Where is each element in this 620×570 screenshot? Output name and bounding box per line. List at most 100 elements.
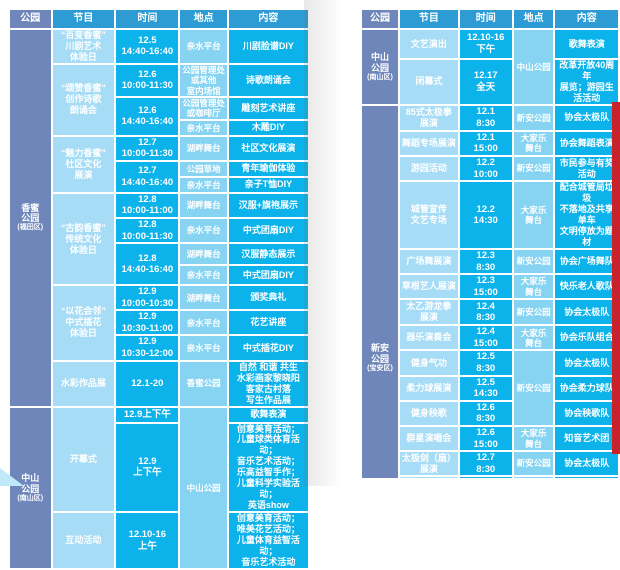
cell-time: 12.6 15:00 (457, 424, 514, 453)
cell-time: 12.7 8:30 (457, 450, 514, 478)
cell-program: 棋牌比赛 (398, 475, 460, 478)
header-program: 节目 (398, 8, 460, 30)
cell-time: 12.7 10:00 (457, 475, 514, 478)
cell-park: 香蜜 公园 (福田区) (8, 28, 53, 408)
cell-content: 协会秧歌队 (553, 399, 620, 427)
cell-program: 互动活动 (50, 511, 117, 570)
park-district-label: (南山区) (17, 494, 44, 502)
cell-program: 游园活动 (398, 155, 460, 183)
cell-location: 亲水平台 (178, 118, 229, 137)
cell-time: 12.6 8:30 (457, 399, 514, 427)
cell-location: 新安公园 (511, 247, 556, 276)
cell-location: 香蜜公园 (178, 359, 229, 408)
schedule-table-right: 公园 节目 时间 地点 内容 中山 公园 (南山区) 文艺演出 12.10-16 下午 中山公园歌… (360, 8, 620, 478)
cell-location: 中山公园 (511, 28, 556, 106)
cell-location: 中山公园 (178, 405, 229, 570)
header-location: 地点 (511, 8, 556, 30)
cell-time: 12.1 8:30 (457, 103, 514, 132)
cell-content: 汉服+旗袍展示 (226, 191, 311, 220)
cell-time: 12.9 10:00-10:30 (114, 284, 181, 312)
cell-content: 协会太极队 (553, 349, 620, 377)
cell-program: 群星演唱会 (398, 424, 460, 453)
cell-time: 12.4 8:30 (457, 298, 514, 327)
cell-content: 中式团扇DIY (226, 264, 311, 287)
cell-content: 协会太极队 (553, 103, 620, 132)
cell-time: 12.5 8:30 (457, 349, 514, 377)
park-district-label: (福田区) (17, 224, 44, 232)
cell-time: 12.6 14:40-16:40 (114, 95, 181, 137)
cell-content: 改革开放40周年 展览；游园生活活动 (553, 58, 620, 106)
cell-program: 器乐演奏会 (398, 324, 460, 352)
cell-content: 配合城管局垃圾 不落地及共享单车 文明停放为题材 (553, 180, 620, 250)
cell-program: 城管宣传 文艺专场 (398, 180, 460, 250)
cell-content: 中式团扇DIY (226, 217, 311, 245)
cell-time: 12.6 10:00-11:30 (114, 62, 181, 98)
cell-location: 湖畔舞台 (178, 284, 229, 312)
cell-program: 健身秧歌 (398, 399, 460, 427)
cell-location: 湖畔舞台 (178, 191, 229, 220)
cell-time: 12.4 15:00 (457, 324, 514, 352)
header-content: 内容 (553, 8, 620, 30)
cell-location: 大家乐 舞台 (511, 475, 556, 478)
cell-content: 协会乐队组合 (553, 324, 620, 352)
header-park: 公园 (360, 8, 401, 30)
cell-time: 12.1-20 (114, 359, 181, 408)
cell-time: 12.9上下午 (114, 405, 181, 424)
cell-content: 川剧脸谱DIY (226, 28, 311, 65)
cell-content: 协会舞蹈表演 (553, 129, 620, 158)
cell-location: 大家乐 舞台 (511, 180, 556, 250)
cell-content: 亲子T恤DIY (226, 175, 311, 194)
cell-location: 大家乐 舞台 (511, 424, 556, 453)
cell-program: 开幕式 (50, 405, 117, 514)
cell-content: 快乐老人歌队 (553, 273, 620, 301)
cell-content: 协会太极队 (553, 298, 620, 327)
cell-content: 协会广场舞队 (553, 247, 620, 276)
cell-location: 亲水平台 (178, 264, 229, 287)
cell-content: 木雕DIY (226, 118, 311, 137)
cell-program: “魅力香蜜” 社区文化 展演 (50, 134, 117, 194)
cell-time: 12.2 10:00 (457, 155, 514, 183)
cell-program: “百变香蜜” 川剧艺术 体验日 (50, 28, 117, 65)
cell-program: 草根艺人展演 (398, 273, 460, 301)
cell-content: 社区文化展演 (226, 134, 311, 162)
cell-location: 公园草地 (178, 159, 229, 178)
cell-location: 湖畔舞台 (178, 134, 229, 162)
park-district-label: (南山区) (367, 73, 393, 81)
cell-time: 12.17 全天 (457, 58, 514, 106)
cell-time: 12.9 上下午 (114, 421, 181, 514)
cell-time: 12.7 14:40-16:40 (114, 159, 181, 194)
cell-location: 亲水平台 (178, 28, 229, 65)
cell-time: 12.3 8:30 (457, 247, 514, 276)
cell-content: 花艺讲座 (226, 309, 311, 337)
red-ribbon-decoration (612, 102, 620, 454)
cell-content: 中式插花DIY (226, 334, 311, 362)
cell-location: 新安公园 (511, 103, 556, 132)
right-page-panel: 公园 节目 时间 地点 内容 中山 公园 (南山区) 文艺演出 12.10-16 下午 中山公园歌… (360, 8, 620, 478)
cell-content: 知音艺术团 (553, 424, 620, 453)
cell-time: 12.3 15:00 (457, 273, 514, 301)
header-content: 内容 (226, 8, 311, 30)
header-time: 时间 (457, 8, 514, 30)
cell-location: 大家乐 舞台 (511, 324, 556, 352)
corner-triangle-decoration (0, 468, 24, 486)
cell-content: 协会柔力球队 (553, 374, 620, 402)
cell-time: 12.5 14:30 (457, 374, 514, 402)
cell-content: 青年瑜伽体验 (226, 159, 311, 178)
cell-location: 亲水平台 (178, 217, 229, 245)
cell-program: 太极剑（扇） 展演 (398, 450, 460, 478)
header-park: 公园 (8, 8, 53, 30)
cell-time: 12.8 10:00-11:30 (114, 217, 181, 245)
cell-content: 创意美育活动； 儿童球类体育活动； 音乐艺术活动； 乐高益智手作； 儿童科学实验… (226, 421, 311, 514)
cell-location: 新安公园 (511, 155, 556, 183)
cell-location: 新安公园 (511, 450, 556, 478)
cell-program: 柔力球展演 (398, 374, 460, 402)
cell-time: 12.10-16 下午 (457, 28, 514, 60)
cell-time: 12.9 10:30-12:00 (114, 334, 181, 362)
cell-location: 大家乐 舞台 (511, 273, 556, 301)
header-location: 地点 (178, 8, 229, 30)
cell-time: 12.10-16 上午 (114, 511, 181, 570)
cell-time: 12.1 15:00 (457, 129, 514, 158)
cell-content: 汉服静态展示 (226, 242, 311, 267)
cell-program: 水彩作品展 (50, 359, 117, 408)
cell-content: 歌舞表演 (553, 28, 620, 60)
